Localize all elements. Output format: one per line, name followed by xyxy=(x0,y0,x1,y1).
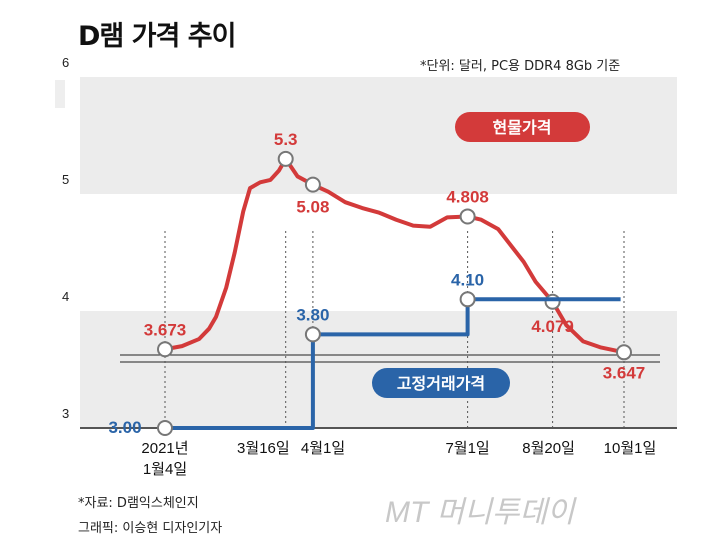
contract-price-value-label: 4.10 xyxy=(451,270,484,289)
spot-price-value-label: 4.808 xyxy=(446,187,489,206)
spot-price-point xyxy=(157,341,173,358)
spot-price-point xyxy=(544,293,561,310)
spot-price-value-label: 5.3 xyxy=(274,130,298,149)
x-tick-label: 10월1일 xyxy=(604,440,657,457)
x-tick-label: 4월1일 xyxy=(301,440,345,457)
spot-price-value-label: 5.08 xyxy=(296,198,329,217)
spot-price-value-label: 4.079 xyxy=(531,317,574,336)
spot-price-line xyxy=(164,156,625,355)
chart-title: D램 가격 추이 xyxy=(78,21,236,52)
spot-price-value-label: 3.647 xyxy=(603,363,646,382)
contract-legend-label: 고정거래가격 xyxy=(397,375,485,393)
y-tick-label: 6 xyxy=(62,55,69,70)
y-tick-label: 4 xyxy=(62,289,69,304)
contract-price-point xyxy=(304,326,321,343)
source-note: *자료: D램익스체인지 xyxy=(78,496,199,511)
spot-price-point xyxy=(277,150,294,167)
band xyxy=(80,77,677,194)
y-tick-label: 3 xyxy=(62,406,69,421)
contract-legend-badge xyxy=(372,368,510,398)
y-tick-label: 5 xyxy=(62,172,69,187)
graphic-credit: 그래픽: 이승현 디자인기자 xyxy=(78,521,223,536)
spot-price-value-label: 3.673 xyxy=(144,320,187,339)
spot-price-point xyxy=(304,176,321,193)
contract-price-point xyxy=(157,420,173,436)
band xyxy=(80,311,677,428)
decor-bar xyxy=(55,80,65,108)
x-tick-label: 2021년 xyxy=(141,440,188,457)
unit-note: *단위: 달러, PC용 DDR4 8Gb 기준 xyxy=(420,59,621,74)
x-tick-label: 1월4일 xyxy=(143,461,187,478)
contract-price-line xyxy=(165,297,621,430)
x-tick-label: 8월20일 xyxy=(522,440,575,457)
contract-price-value-label: 3.80 xyxy=(296,305,329,324)
watermark-logo: MT 머니투데이 xyxy=(385,496,577,529)
spot-legend-badge xyxy=(455,112,590,142)
x-tick-label: 3월16일 xyxy=(237,440,290,457)
contract-price-value-label: 3.00 xyxy=(108,418,141,437)
spot-price-point xyxy=(616,344,632,361)
x-tick-label: 7월1일 xyxy=(445,440,489,457)
spot-price-point xyxy=(459,208,476,225)
spot-legend-label: 현물가격 xyxy=(493,118,552,137)
contract-price-point xyxy=(459,291,476,308)
